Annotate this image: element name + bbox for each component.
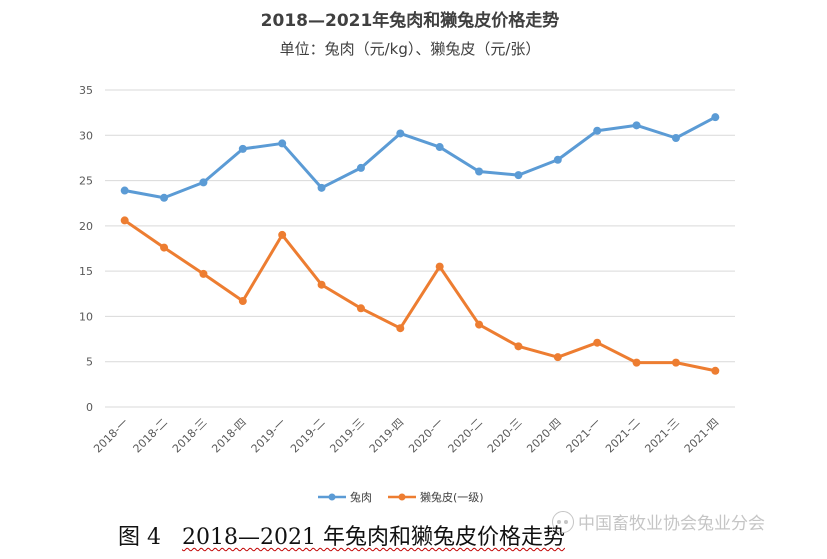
data-point: [514, 342, 523, 351]
legend-marker-rex-rabbit-skin: [398, 493, 406, 501]
x-tick-label: 2018-四: [209, 416, 249, 456]
data-point: [475, 320, 484, 329]
x-tick-label: 2018-二: [131, 416, 171, 456]
y-tick-label: 35: [79, 84, 93, 97]
data-point: [671, 134, 680, 143]
data-point: [671, 358, 680, 367]
data-point: [160, 193, 169, 202]
data-point: [553, 155, 562, 164]
x-tick-label: 2019-一: [249, 416, 289, 456]
series-0: [120, 113, 720, 202]
legend-marker-rabbit-meat: [328, 493, 336, 501]
legend-label-rabbit-meat: 兔肉: [350, 490, 372, 504]
y-tick-label: 0: [86, 401, 93, 414]
caption-prefix: 图 4: [118, 525, 161, 550]
x-tick-label: 2020-二: [446, 416, 486, 456]
x-tick-label: 2018-三: [170, 416, 210, 456]
data-point: [120, 216, 129, 225]
data-point: [199, 269, 208, 278]
y-tick-label: 20: [79, 220, 93, 233]
data-point: [120, 186, 129, 195]
x-tick-label: 2020-一: [406, 416, 446, 456]
x-tick-label: 2021-一: [564, 416, 604, 456]
price-trend-chart: 2018—2021年兔肉和獭兔皮价格走势 单位：兔肉（元/kg）、獭兔皮（元/张…: [79, 10, 735, 504]
x-axis-ticks: 2018-一 2018-二 2018-三 2018-四 2019-一 2019-二 2019…: [91, 416, 721, 456]
legend-label-rex-rabbit-skin: 獭兔皮(一级): [420, 490, 484, 504]
data-point: [396, 129, 405, 138]
x-tick-label: 2019-三: [327, 416, 367, 456]
watermark: 中国畜牧业协会兔业分会: [552, 509, 765, 534]
data-point: [278, 139, 287, 148]
data-point: [711, 113, 720, 122]
x-tick-label: 2019-四: [367, 416, 407, 456]
series-line: [124, 115, 717, 200]
series-line: [123, 219, 716, 373]
y-tick-label: 10: [79, 310, 93, 323]
y-tick-label: 30: [79, 129, 93, 142]
data-point: [278, 230, 287, 239]
data-point: [356, 163, 365, 172]
data-point: [593, 126, 602, 135]
wechat-icon: [552, 510, 574, 533]
chart-title: 2018—2021年兔肉和獭兔皮价格走势: [261, 10, 560, 31]
data-point: [238, 297, 247, 306]
y-tick-label: 25: [79, 175, 93, 188]
series-lines: [120, 113, 720, 375]
data-point: [632, 121, 641, 130]
x-tick-label: 2021-三: [642, 416, 682, 456]
data-point: [593, 338, 602, 347]
y-tick-label: 5: [86, 356, 93, 369]
x-tick-label: 2018-一: [91, 416, 131, 456]
data-point: [632, 358, 641, 367]
x-tick-label: 2020-四: [524, 416, 564, 456]
data-point: [317, 183, 326, 192]
x-tick-label: 2019-二: [288, 416, 328, 456]
data-point: [475, 167, 484, 176]
chart-subtitle: 单位：兔肉（元/kg）、獭兔皮（元/张）: [280, 40, 541, 58]
caption-text: 2018—2021 年兔肉和獭兔皮价格走势: [181, 525, 565, 550]
legend-item-rabbit-meat: 兔肉: [318, 490, 372, 504]
figure-caption: 图 4 2018—2021 年兔肉和獭兔皮价格走势: [118, 519, 565, 551]
y-tick-label: 15: [79, 265, 93, 278]
y-axis-ticks: 0 5 10 15 20 25 30 35: [79, 84, 93, 414]
watermark-text: 中国畜牧业协会兔业分会: [578, 514, 765, 534]
legend-item-rex-rabbit-skin: 獭兔皮(一级): [388, 490, 484, 504]
grid-lines: [105, 89, 735, 408]
data-point: [356, 304, 365, 313]
x-tick-label: 2021-二: [603, 416, 643, 456]
data-point: [553, 353, 562, 362]
data-point: [160, 243, 169, 252]
data-point: [711, 366, 720, 375]
series-1: [120, 216, 720, 375]
data-point: [238, 144, 247, 153]
data-point: [396, 324, 405, 333]
data-point: [435, 143, 444, 152]
data-point: [514, 171, 523, 180]
x-tick-label: 2021-四: [682, 416, 722, 456]
data-point: [317, 280, 326, 289]
legend: 兔肉 獭兔皮(一级): [318, 490, 484, 504]
x-tick-label: 2020-三: [485, 416, 525, 456]
data-point: [435, 262, 444, 271]
data-point: [199, 178, 208, 187]
